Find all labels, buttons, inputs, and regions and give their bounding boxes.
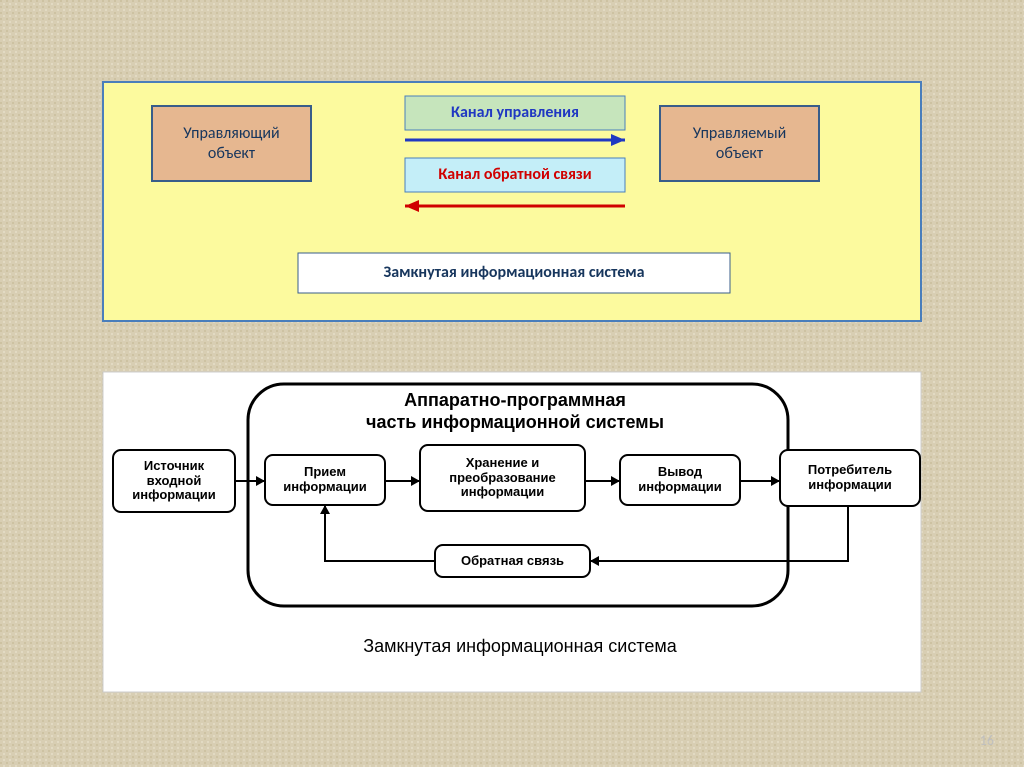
controlling-object-box: Управляющийобъект <box>152 106 311 181</box>
feedback-channel-box: Канал обратной связи <box>405 158 625 192</box>
output-node: Выводинформации <box>620 455 740 505</box>
bottom-diagram-caption: Замкнутая информационная система <box>300 636 740 657</box>
controlled-object-box: Управляемыйобъект <box>660 106 819 181</box>
source-node: Источниквходнойинформации <box>113 450 235 512</box>
store-node: Хранение ипреобразованиеинформации <box>420 445 585 511</box>
page-number: 16 <box>934 732 994 749</box>
receive-node: Приеминформации <box>265 455 385 505</box>
bottom-diagram-title: Аппаратно-программнаячасть информационно… <box>290 390 740 433</box>
consumer-node: Потребительинформации <box>780 450 920 506</box>
feedback-node: Обратная связь <box>435 545 590 577</box>
control-channel-box: Канал управления <box>405 96 625 130</box>
closed-system-caption-box: Замкнутая информационная система <box>298 253 730 293</box>
page-root: 16 Управляющийобъект Управляемыйобъект Кан… <box>0 0 1024 767</box>
